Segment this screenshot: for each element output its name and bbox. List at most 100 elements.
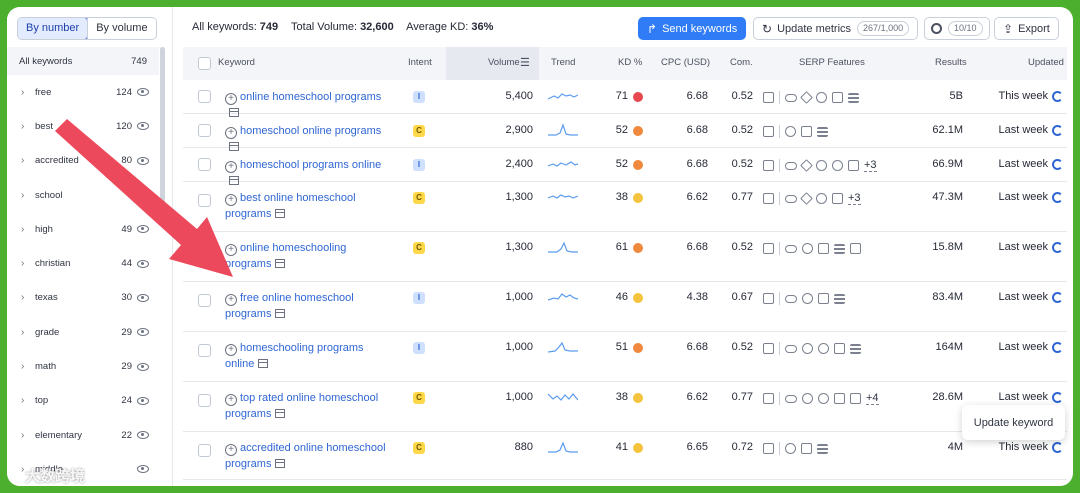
- eye-icon[interactable]: [137, 225, 149, 234]
- eye-icon[interactable]: [137, 465, 149, 474]
- keyword-link[interactable]: homeschool programs online: [240, 159, 382, 171]
- serp-snapshot-icon[interactable]: [275, 209, 286, 218]
- eye-icon[interactable]: [137, 431, 149, 440]
- select-all-checkbox[interactable]: [198, 57, 211, 70]
- serp-feature-icon[interactable]: [850, 243, 861, 254]
- add-plus-icon[interactable]: +: [225, 394, 237, 406]
- sidebar-scrollbar[interactable]: [160, 47, 165, 207]
- refresh-keyword-icon[interactable]: [1052, 125, 1063, 136]
- row-checkbox[interactable]: [198, 194, 211, 207]
- add-plus-icon[interactable]: +: [225, 194, 237, 206]
- refresh-keyword-icon[interactable]: [1052, 242, 1063, 253]
- refresh-keyword-icon[interactable]: [1052, 392, 1063, 403]
- keyword-link[interactable]: online homeschool programs: [240, 91, 382, 103]
- serp-feature-icon[interactable]: [848, 160, 859, 171]
- table-row[interactable]: + free online homeschool programs I 1,000 46…: [183, 282, 1067, 332]
- export-button[interactable]: ⇪ Export: [994, 17, 1059, 40]
- sidebar-group-item[interactable]: › best 120: [7, 109, 159, 143]
- eye-icon[interactable]: [137, 88, 149, 97]
- sidebar-group-item[interactable]: › grade 29: [7, 315, 159, 349]
- add-plus-icon[interactable]: +: [225, 444, 237, 456]
- keyword-cell[interactable]: + homeschooling programs online: [225, 340, 395, 372]
- sidebar-group-item[interactable]: › high 49: [7, 212, 159, 246]
- serp-feature-icon[interactable]: [763, 92, 774, 103]
- serp-snapshot-icon[interactable]: [275, 309, 286, 318]
- refresh-keyword-icon[interactable]: [1052, 292, 1063, 303]
- keyword-cell[interactable]: + free online homeschool programs: [225, 290, 395, 322]
- serp-feature-icon[interactable]: [785, 294, 797, 303]
- row-checkbox[interactable]: [198, 90, 211, 103]
- eye-icon[interactable]: [137, 259, 149, 268]
- serp-feature-icon[interactable]: [832, 160, 843, 171]
- table-row[interactable]: + online homeschool programs I 5,400 71 6.68 0…: [183, 80, 1067, 117]
- serp-feature-icon[interactable]: [816, 92, 827, 103]
- serp-feature-icon[interactable]: [818, 393, 829, 404]
- by-volume-tab[interactable]: By volume: [87, 18, 156, 39]
- table-row[interactable]: + homeschooling programs online I 1,000 51 6.…: [183, 332, 1067, 382]
- serp-feature-icon[interactable]: [785, 244, 797, 253]
- row-checkbox[interactable]: [198, 444, 211, 457]
- sidebar-group-item[interactable]: › accredited 80: [7, 144, 159, 178]
- serp-feature-icon[interactable]: [763, 193, 774, 204]
- serp-feature-icon[interactable]: [834, 243, 845, 254]
- refresh-keyword-icon[interactable]: [1052, 192, 1063, 203]
- col-com[interactable]: Com.: [730, 57, 753, 68]
- serp-feature-icon[interactable]: [850, 393, 861, 404]
- row-checkbox[interactable]: [198, 394, 211, 407]
- add-plus-icon[interactable]: +: [225, 127, 237, 139]
- serp-feature-icon[interactable]: [834, 343, 845, 354]
- add-plus-icon[interactable]: +: [225, 93, 237, 105]
- add-plus-icon[interactable]: +: [225, 294, 237, 306]
- serp-feature-icon[interactable]: [816, 193, 827, 204]
- sidebar-group-item[interactable]: › school: [7, 178, 159, 212]
- serp-feature-icon[interactable]: [801, 126, 812, 137]
- serp-feature-icon[interactable]: [800, 159, 813, 172]
- table-row[interactable]: + homeschool programs online I 2,400 52 6.68 0…: [183, 148, 1067, 185]
- refresh-keyword-icon[interactable]: [1052, 342, 1063, 353]
- sidebar-group-item[interactable]: › middle: [7, 452, 159, 486]
- table-row[interactable]: + best online homeschool programs C 1,300 38…: [183, 182, 1067, 232]
- serp-feature-icon[interactable]: [817, 443, 828, 454]
- add-plus-icon[interactable]: +: [225, 161, 237, 173]
- col-volume[interactable]: Volume: [488, 57, 520, 68]
- table-row[interactable]: + online homeschooling programs C 1,300 61 6.…: [183, 232, 1067, 282]
- refresh-keyword-icon[interactable]: [1052, 442, 1063, 453]
- keyword-link[interactable]: online homeschooling programs: [225, 242, 347, 270]
- serp-feature-icon[interactable]: [763, 126, 774, 137]
- serp-feature-icon[interactable]: [800, 192, 813, 205]
- serp-feature-icon[interactable]: [785, 194, 797, 203]
- serp-more-link[interactable]: +3: [848, 192, 861, 205]
- keyword-cell[interactable]: + best online homeschool programs: [225, 190, 395, 222]
- add-plus-icon[interactable]: +: [225, 244, 237, 256]
- eye-icon[interactable]: [137, 362, 149, 371]
- send-keywords-button[interactable]: ↱ Send keywords: [638, 17, 747, 40]
- serp-feature-icon[interactable]: [763, 393, 774, 404]
- refresh-keyword-icon[interactable]: [1052, 91, 1063, 102]
- keyword-link[interactable]: accredited online homeschool programs: [225, 442, 386, 470]
- serp-snapshot-icon[interactable]: [275, 409, 286, 418]
- col-serp-features[interactable]: SERP Features: [799, 57, 865, 68]
- serp-feature-icon[interactable]: [763, 293, 774, 304]
- serp-feature-icon[interactable]: [818, 243, 829, 254]
- keyword-link[interactable]: best online homeschool programs: [225, 192, 356, 220]
- col-trend[interactable]: Trend: [551, 57, 576, 68]
- sidebar-group-item[interactable]: › free 124: [7, 75, 159, 109]
- serp-feature-icon[interactable]: [818, 343, 829, 354]
- serp-feature-icon[interactable]: [785, 394, 797, 403]
- serp-feature-icon[interactable]: [834, 293, 845, 304]
- serp-feature-icon[interactable]: [785, 344, 797, 353]
- eye-icon[interactable]: [137, 191, 149, 200]
- row-checkbox[interactable]: [198, 158, 211, 171]
- row-checkbox[interactable]: [198, 294, 211, 307]
- serp-more-link[interactable]: +4: [866, 392, 879, 405]
- keyword-link[interactable]: free online homeschool programs: [225, 292, 354, 320]
- serp-feature-icon[interactable]: [785, 161, 797, 170]
- by-number-tab[interactable]: By number: [17, 18, 89, 39]
- table-row[interactable]: + accredited online homeschool programs C 8…: [183, 432, 1067, 480]
- serp-snapshot-icon[interactable]: [275, 259, 286, 268]
- eye-icon[interactable]: [137, 396, 149, 405]
- serp-feature-icon[interactable]: [802, 343, 813, 354]
- col-intent[interactable]: Intent: [408, 57, 432, 68]
- sidebar-group-item[interactable]: › elementary 22: [7, 418, 159, 452]
- keyword-cell[interactable]: + online homeschooling programs: [225, 240, 395, 272]
